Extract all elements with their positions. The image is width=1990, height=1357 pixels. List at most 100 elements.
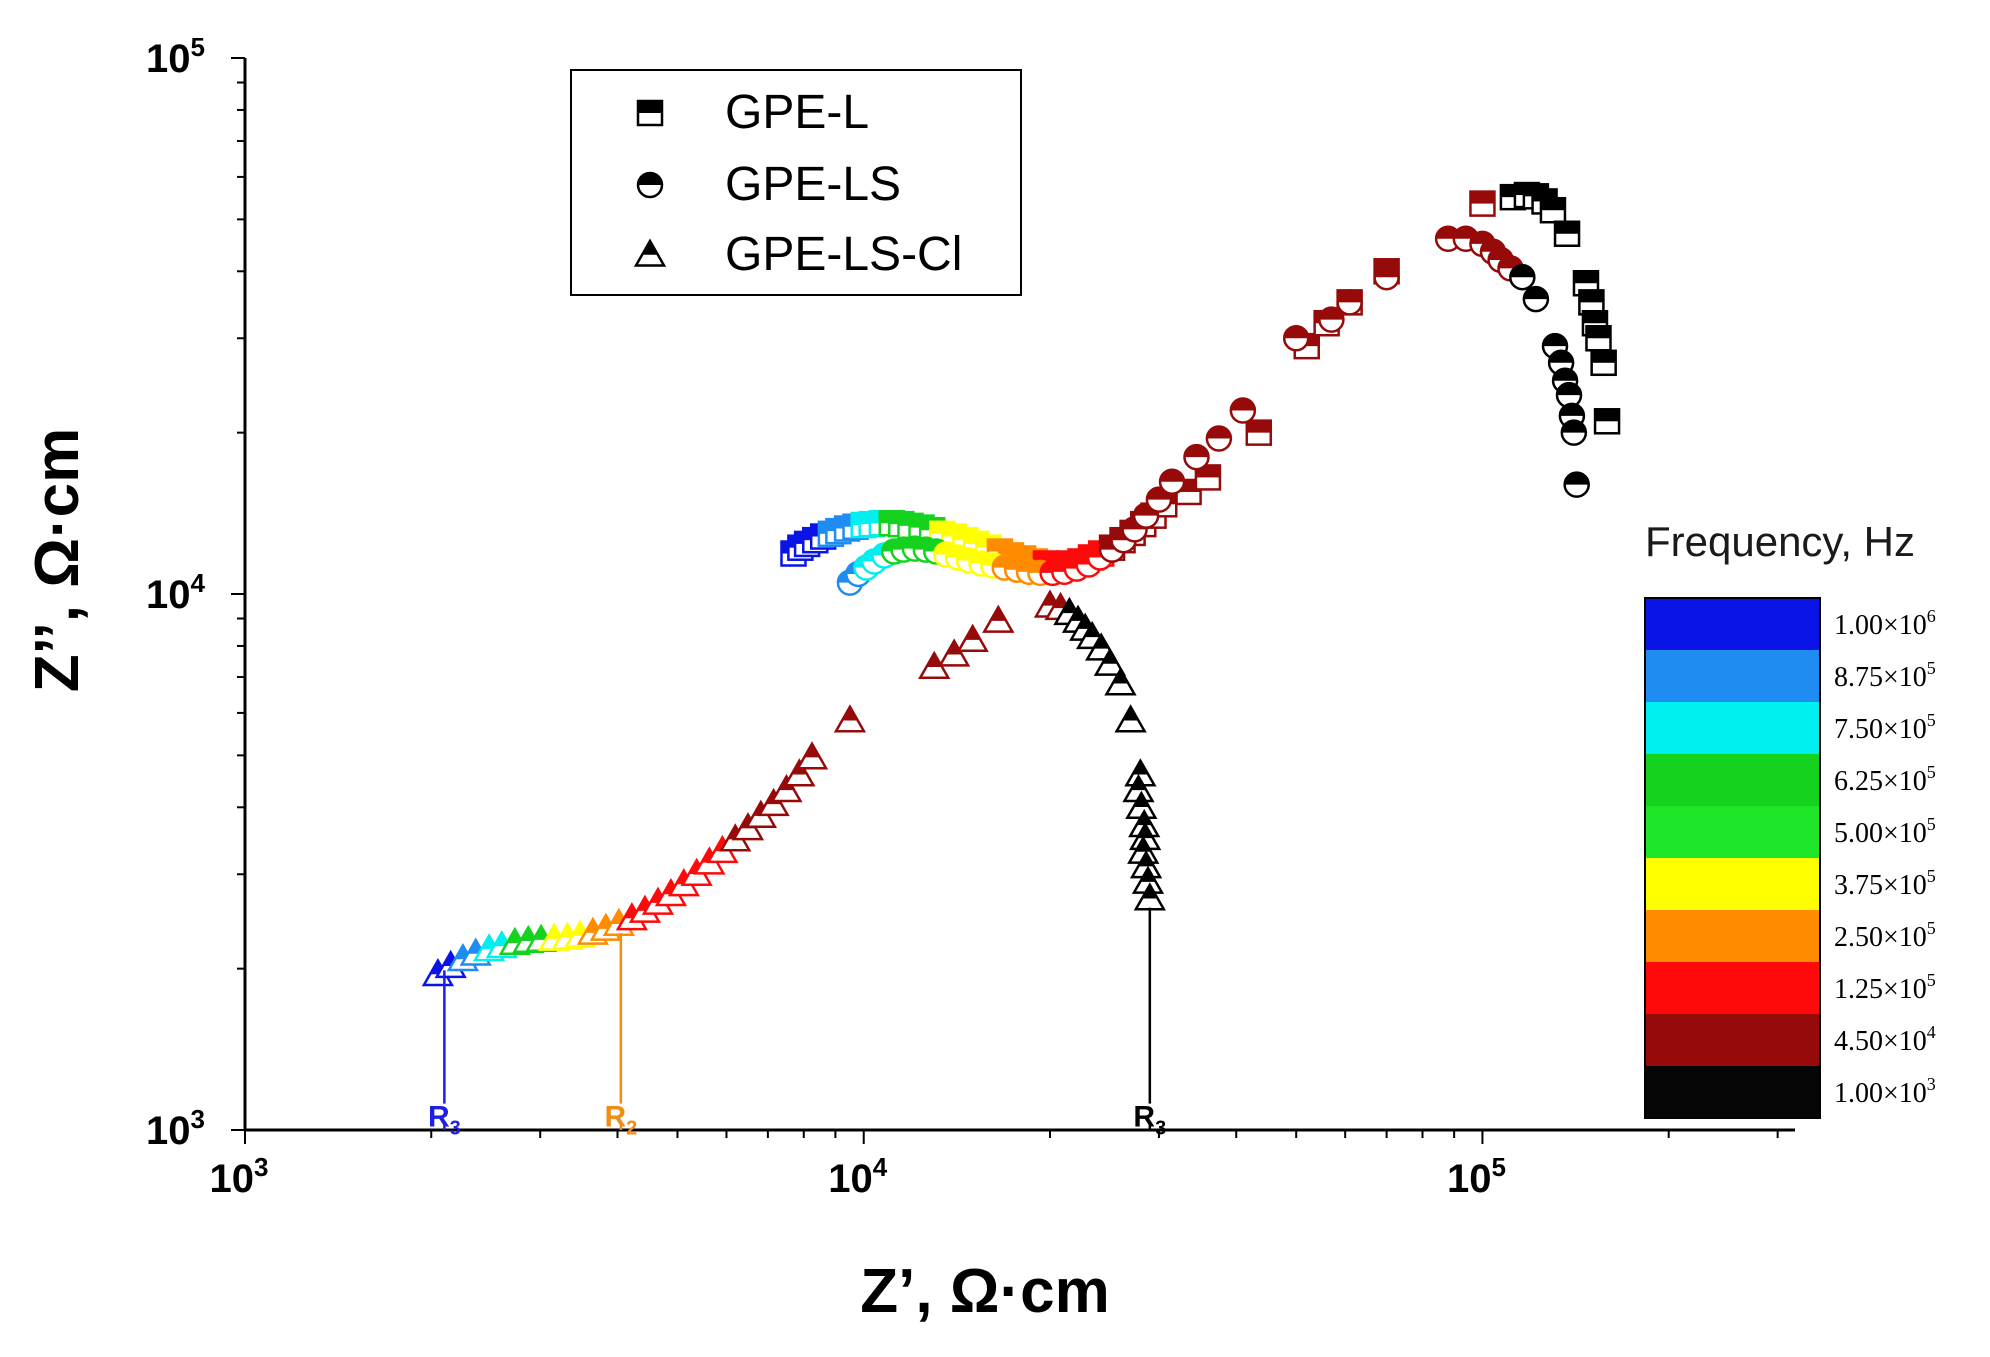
- colorbar-swatch: [1645, 962, 1820, 1014]
- marker-fill: [546, 925, 563, 939]
- data-point: [1522, 285, 1550, 313]
- marker-fill: [1586, 326, 1611, 339]
- marker-fill: [1077, 615, 1094, 629]
- marker-fill: [1561, 420, 1586, 433]
- data-point: [1585, 325, 1612, 352]
- y-tick-label: 105: [146, 32, 205, 81]
- data-point: [1539, 196, 1567, 224]
- data-point: [1194, 464, 1222, 491]
- marker-fill: [642, 241, 658, 255]
- data-point: [1114, 704, 1147, 733]
- annotation-label: R3: [1133, 1100, 1166, 1139]
- marker-fill: [1543, 334, 1568, 347]
- marker-fill: [1061, 599, 1078, 614]
- data-point: [982, 604, 1015, 633]
- y-tick-label: 103: [146, 1104, 205, 1153]
- data-point: [1373, 263, 1400, 291]
- colorbar-swatch: [1645, 598, 1820, 650]
- colorbar-swatch: [1645, 754, 1820, 806]
- colorbar-swatch: [1645, 858, 1820, 910]
- marker-fill: [559, 924, 576, 938]
- marker-fill: [1284, 326, 1309, 339]
- marker-fill: [1138, 852, 1154, 867]
- colorbar-swatch: [1645, 702, 1820, 754]
- colorbar-label: 6.25×105: [1834, 762, 1936, 797]
- x-axis-title: Z’, Ω·cm: [860, 1257, 1110, 1326]
- y-axis-title: Z’’, Ω·cm: [23, 428, 92, 692]
- x-tick-label: 105: [1447, 1152, 1506, 1201]
- colorbar: Frequency, Hz 1.00×106 8.75×105 7.50×105 6.…: [1644, 518, 1936, 1119]
- marker-fill: [1070, 607, 1086, 621]
- marker-fill: [1133, 793, 1150, 808]
- marker-fill: [1523, 287, 1548, 300]
- marker-fill: [1553, 368, 1578, 381]
- data-point: [1282, 325, 1310, 352]
- annotations: R3 R2 R3: [428, 907, 1166, 1139]
- marker-fill: [1137, 824, 1153, 839]
- series-gpe-ls-cl: [421, 589, 1166, 987]
- marker-fill: [1319, 307, 1344, 320]
- axes: 103 104 105 103 104 105: [146, 32, 1795, 1201]
- marker-fill: [1052, 594, 1069, 609]
- data-point: [1158, 468, 1186, 495]
- legend-label-gpe-l: GPE-L: [725, 86, 869, 139]
- data-point: [1590, 349, 1617, 377]
- marker-fill: [1102, 650, 1118, 664]
- marker-fill: [1556, 383, 1581, 396]
- legend-marker-triangle: [633, 238, 667, 267]
- data-point: [956, 623, 989, 652]
- colorbar-label: 1.00×103: [1834, 1074, 1936, 1109]
- marker-fill: [507, 929, 523, 944]
- marker-fill: [1140, 868, 1156, 882]
- marker-fill: [1132, 760, 1149, 775]
- data-point: [833, 704, 867, 733]
- data-point: [795, 741, 829, 770]
- colorbar-label: 3.75×105: [1834, 866, 1936, 901]
- marker-fill: [1559, 403, 1584, 416]
- data-point: [1336, 289, 1363, 316]
- marker-fill: [1453, 226, 1478, 239]
- marker-fill: [1084, 623, 1101, 638]
- colorbar-label: 1.00×106: [1834, 606, 1936, 641]
- annotation-label: R3: [428, 1100, 461, 1139]
- legend-label-gpe-ls-cl: GPE-LS-Cl: [725, 228, 962, 281]
- marker-fill: [1112, 669, 1129, 684]
- data-point: [1509, 263, 1536, 291]
- legend-marker-square: [636, 99, 664, 127]
- data-point: [1469, 190, 1496, 217]
- marker-fill: [533, 926, 549, 940]
- data-point: [1560, 419, 1588, 446]
- data-point: [1104, 667, 1137, 696]
- plot-points: [421, 181, 1621, 987]
- colorbar-label: 2.50×105: [1834, 918, 1936, 953]
- data-point: [1229, 397, 1257, 424]
- marker-fill: [493, 932, 510, 947]
- data-point: [1593, 408, 1621, 435]
- marker-fill: [1582, 311, 1607, 324]
- colorbar-swatch: [1645, 1066, 1820, 1118]
- marker-fill: [638, 101, 662, 113]
- colorbar-swatch: [1645, 910, 1820, 962]
- colorbar-label: 5.00×105: [1834, 814, 1936, 849]
- marker-fill: [1184, 445, 1209, 458]
- data-point: [1205, 425, 1233, 452]
- colorbar-title: Frequency, Hz: [1645, 518, 1915, 565]
- marker-fill: [964, 626, 981, 640]
- marker-fill: [804, 743, 820, 758]
- marker-fill: [1549, 350, 1574, 363]
- marker-fill: [1122, 706, 1139, 721]
- colorbar-label: 8.75×105: [1834, 658, 1936, 693]
- marker-fill: [1206, 426, 1231, 439]
- marker-fill: [1160, 469, 1185, 482]
- colorbar-frame: [1644, 597, 1821, 1119]
- marker-fill: [990, 607, 1007, 621]
- marker-fill: [1579, 290, 1604, 303]
- marker-fill: [1230, 398, 1255, 411]
- marker-fill: [1573, 271, 1598, 284]
- marker-fill: [1470, 191, 1495, 204]
- x-tick-label: 103: [210, 1152, 269, 1201]
- legend-markers: [633, 99, 667, 267]
- data-point: [1245, 419, 1273, 446]
- data-point: [1093, 647, 1127, 676]
